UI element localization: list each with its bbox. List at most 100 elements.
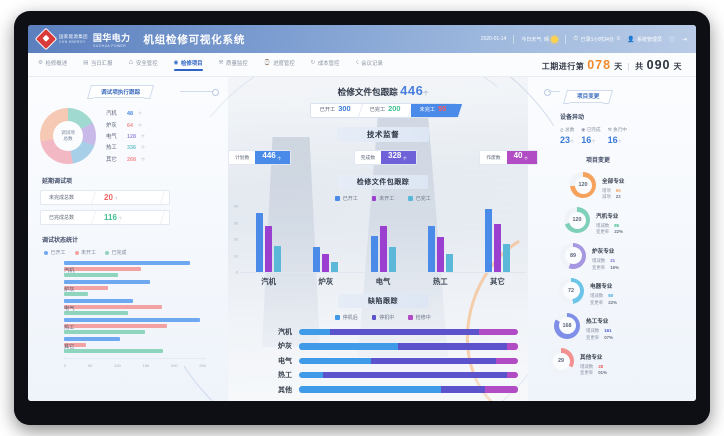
x-axis [240,272,526,273]
bar [493,224,501,272]
panel-title-project-change: 项目变更 [568,89,609,103]
defect-stacked-bar-chart: 汽机 炉灰 [224,327,542,395]
bar-segment [478,328,518,336]
nav-item-7[interactable]: ☇ 会议记录 [355,59,382,70]
doc-package-title: 检修文件包跟踪 446个 [337,83,429,98]
nav-item-2[interactable]: ♺ 安全管控 [128,59,157,70]
bar [64,285,109,291]
kpi-value: 23 [560,134,571,145]
ring-value: 72 [562,282,580,300]
nav-item-5[interactable]: ⌚ 进度管控 [264,59,295,70]
x-axis-ticks: 0 50 100 150 200 250 [64,363,206,368]
cost-icon: ↻ [310,60,316,66]
device-frame: 国家能源集团 CHN ENERGY 国华电力 GUOHUA POWER 机组检修… [14,11,710,425]
nav-label: 会议记录 [361,61,383,67]
bar-segment [299,328,330,336]
list-item[interactable]: 89 炉灰专业 增减数 21 变更率 16% [560,240,688,271]
duration-total-unit: 天 [673,61,682,71]
bar [64,272,118,278]
segment-finished[interactable]: 已完工 200 [369,104,401,113]
panel-title-debug-tracking: 调试项执行跟踪 [92,85,150,98]
project-change-list: 120 全部专业 增项 65 减项 22 120 汽机专业 [548,170,688,377]
user-block[interactable]: 👤 系统管理员 [627,36,662,43]
list-item: 热工 336 个 [106,145,145,152]
ring-title: 炉灰专业 [592,248,615,255]
progress-ring: 72 [558,277,584,304]
legend-swatch [74,250,79,255]
bar-segment [496,357,518,365]
bar [445,253,453,272]
legend-swatch [105,250,110,255]
list-item[interactable]: 29 其他专业 增减数 28 变更率 01% [548,346,688,377]
row-label: 电气 [278,357,292,365]
weather-value: 晴 [543,36,549,43]
progress-ring: 120 [570,172,596,199]
project-duration: 工期进行第 078 天 | 共 090 天 [542,58,696,72]
segment-started[interactable]: 已开工 300 [319,104,351,113]
overview-icon: ⚙ [38,60,44,66]
doc-package-total: 446 [400,83,424,98]
bar-segment [299,343,398,350]
tech-supervision-tags: 计划数 446 个 完成数 328 个 作废数 [228,150,538,165]
help-icon[interactable]: ⓘ [668,37,675,44]
bar [64,318,201,323]
nav-item-0[interactable]: ⚙ 检修概述 [38,59,67,70]
nav-label: 检修概述 [45,61,68,67]
ring-title: 热工专业 [586,319,609,326]
debug-total-donut-row: 调试项 总数 汽机 48 个 炉灰 64 个 [40,108,220,164]
status-section-title: 调试状态统计 [42,238,79,244]
nav-item-3[interactable]: ◉ 检修项目 [173,59,203,71]
logout-icon[interactable]: ⇥ [681,36,687,43]
bar-segment [507,371,518,379]
bar [64,291,88,297]
list-item: 电气 128 个 [106,134,145,140]
bar [379,225,387,272]
legend-swatch [408,196,413,201]
row-label: 热工 [278,372,292,380]
nav-item-6[interactable]: ↻ 成本管控 [311,59,340,70]
y-axis-ticks: 40 30 20 10 0 [233,203,238,275]
duration-total-prefix: 共 [635,61,644,71]
ring-title: 其他专业 [580,354,603,361]
project-icon: ◉ [173,60,179,66]
kpi-value: 16 [581,134,592,145]
quality-icon: ⚒ [218,60,224,66]
bar [64,329,145,335]
project-change-title: 项目变更 [586,157,611,164]
connector-dot [212,89,219,96]
session-timer[interactable]: ⏱ 已录1小时34分 ≡ [573,36,620,43]
progress-ring: 29 [548,348,574,375]
list-item[interactable]: 72 电器专业 增减数 50 变更率 22% [558,275,688,306]
list-item: 炉灰 64 个 [106,122,142,129]
stacked-track [299,343,518,350]
bar-segment [371,357,497,365]
stacked-track [299,328,518,336]
legend-item: 未开工 [74,249,96,256]
nav-item-1[interactable]: ▤ 当日汇报 [83,59,112,70]
nav-item-4[interactable]: ⚒ 质量监控 [219,59,248,70]
nav-label: 质量监控 [226,61,248,67]
table-row: 电气 [270,356,518,366]
tech-supervision-band: 技术监督 [337,127,429,142]
clock-icon: ⏱ [573,35,579,42]
report-icon: ▤ [83,60,89,66]
equipment-change-title: 设备异动 [560,115,585,121]
sun-icon [551,35,559,43]
bar-segment [485,386,518,393]
legend-item: 已完工 [408,195,431,202]
legend-swatch [371,196,377,201]
bar [484,209,492,272]
stacked-track [299,371,518,379]
session-timer-label: 已录1小时34分 [580,36,614,43]
bar [331,262,339,272]
list-item[interactable]: 120 全部专业 增项 65 减项 22 [570,170,688,201]
list-item[interactable]: 168 热工专业 增减数 161 变更率 07% [554,310,688,341]
segment-unfinished[interactable]: 未完工 55 [410,104,456,117]
brand-name: 国华电力 GUOHUA POWER [93,31,131,48]
bar [502,243,510,272]
right-panel: 项目变更 设备异动 ⏱ 总数 23个 ◉ 已完成 [544,85,688,377]
legend-item: 未开工 [371,195,394,202]
list-item[interactable]: 120 汽机专业 增减数 85 变更率 22% [564,205,688,236]
group-name-cn: 国家能源集团 [59,34,88,40]
current-date: 2020-01-14 [480,36,507,42]
